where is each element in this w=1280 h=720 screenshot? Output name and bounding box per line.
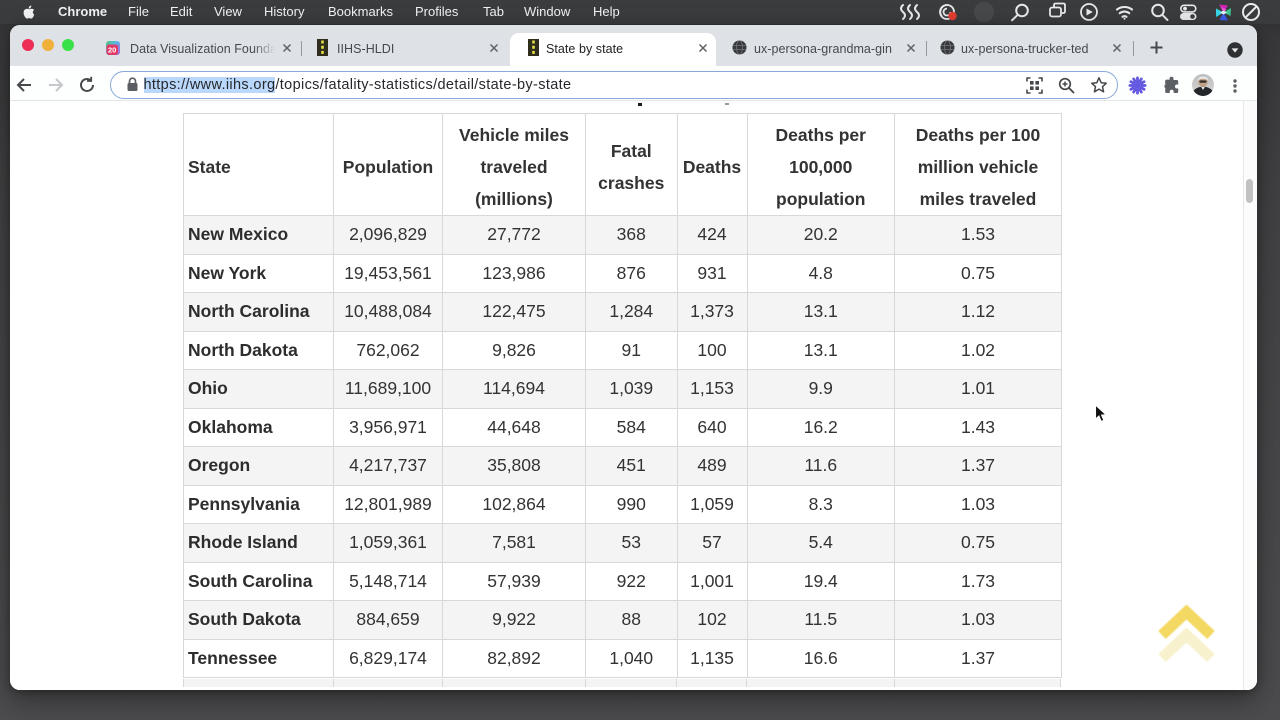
- svg-text:20: 20: [108, 46, 116, 55]
